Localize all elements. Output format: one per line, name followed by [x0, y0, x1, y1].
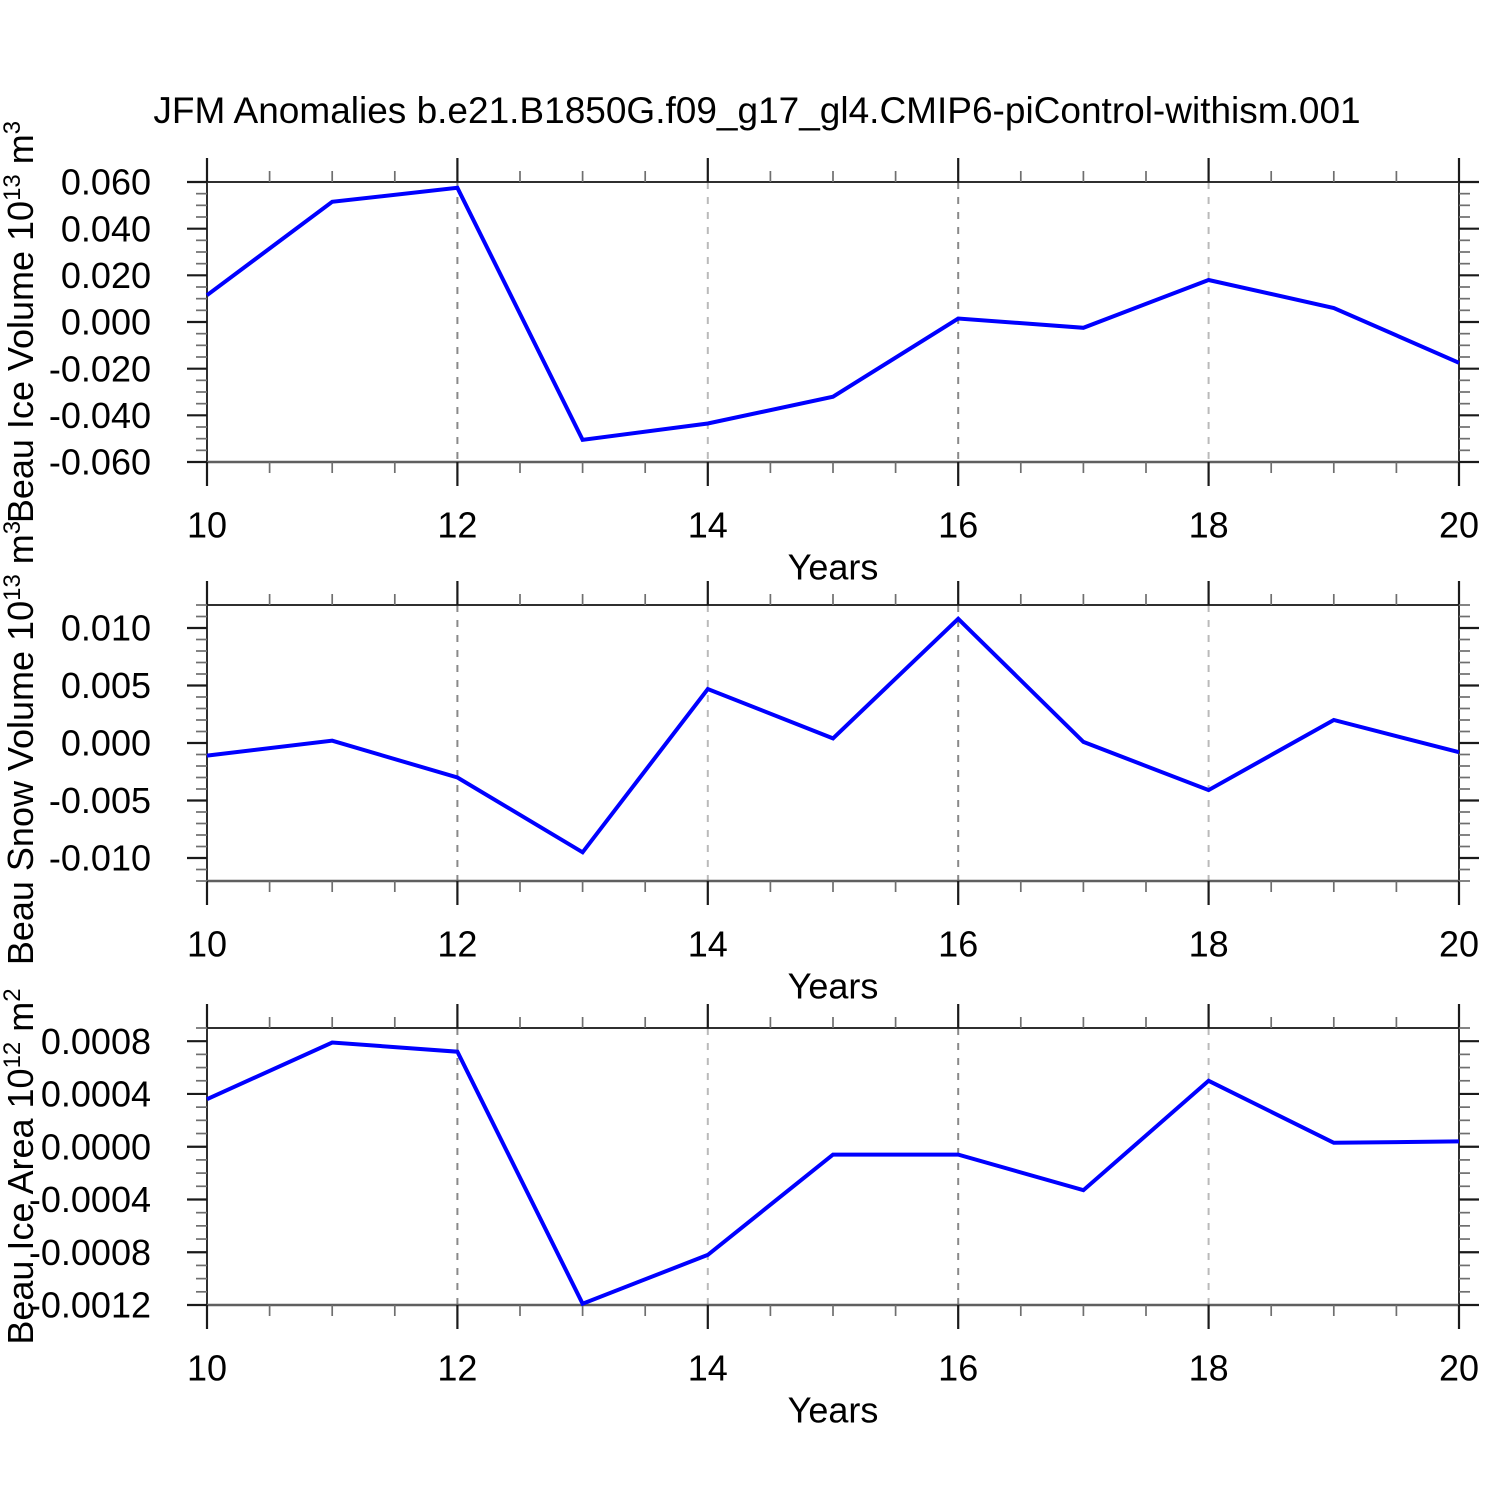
x-tick-label: 18 [1189, 1348, 1229, 1389]
x-axis-title: Years [788, 547, 879, 588]
y-tick-label: -0.040 [49, 395, 151, 436]
x-tick-label: 14 [688, 505, 728, 546]
x-tick-label: 14 [688, 1348, 728, 1389]
y-tick-label: 0.0000 [41, 1126, 151, 1167]
x-tick-label: 14 [688, 924, 728, 965]
x-tick-label: 16 [938, 924, 978, 965]
x-tick-label: 10 [187, 505, 227, 546]
plot-frame [206, 604, 1460, 882]
x-tick-label: 20 [1439, 924, 1479, 965]
x-axis-title: Years [788, 1390, 879, 1431]
y-tick-label: 0.010 [61, 608, 151, 649]
x-tick-label: 10 [187, 924, 227, 965]
series-line [206, 616, 1460, 855]
y-tick-label: -0.005 [49, 780, 151, 821]
series-line [206, 1040, 1460, 1307]
x-tick-label: 16 [938, 1348, 978, 1389]
y-axis-title: Beau Ice Volume 1013 m3 [0, 121, 41, 523]
x-tick-label: 18 [1189, 924, 1229, 965]
y-tick-label: -0.060 [49, 442, 151, 483]
y-tick-label: 0.060 [61, 162, 151, 203]
y-tick-label: -0.020 [49, 348, 151, 389]
y-axis-title: Beau Ice Area 1012 m2 [0, 988, 41, 1344]
x-axis-title: Years [788, 966, 879, 1007]
x-tick-label: 20 [1439, 505, 1479, 546]
y-tick-label: 0.000 [61, 302, 151, 343]
plot-frame [206, 181, 1460, 463]
x-tick-label: 18 [1189, 505, 1229, 546]
series-line [205, 185, 1460, 442]
y-axis-title: Beau Snow Volume 1013 m3 [0, 521, 41, 965]
chart-beau-ice-area: 0.0008 0.0004 0.0000 -0.0004 -0.0008 -0.0012 1… [0, 988, 1479, 1430]
y-tick-label: -0.0012 [29, 1285, 151, 1326]
y-tick-label: 0.020 [61, 255, 151, 296]
plot-frame [206, 1027, 1460, 1306]
x-tick-label: 12 [437, 505, 477, 546]
chart-beau-snow-volume: 0.010 0.005 0.000 -0.005 -0.010 10 12 14 16 18 20 Y… [0, 521, 1479, 1007]
chart-beau-ice-volume: 0.060 0.040 0.020 0.000 -0.020 -0.040 -0.060 10… [0, 121, 1479, 588]
x-tick-label: 12 [437, 924, 477, 965]
x-tick-label: 10 [187, 1348, 227, 1389]
y-tick-label: -0.0008 [29, 1232, 151, 1273]
y-tick-label: -0.0004 [29, 1179, 151, 1220]
figure-title: JFM Anomalies b.e21.B1850G.f09_g17_gl4.C… [153, 90, 1361, 131]
x-tick-label: 12 [437, 1348, 477, 1389]
y-tick-label: 0.0004 [41, 1074, 151, 1115]
y-tick-label: 0.005 [61, 665, 151, 706]
y-tick-label: 0.040 [61, 208, 151, 249]
x-tick-label: 20 [1439, 1348, 1479, 1389]
y-tick-label: 0.0008 [41, 1021, 151, 1062]
y-tick-label: -0.010 [49, 838, 151, 879]
x-tick-label: 16 [938, 505, 978, 546]
y-tick-label: 0.000 [61, 723, 151, 764]
